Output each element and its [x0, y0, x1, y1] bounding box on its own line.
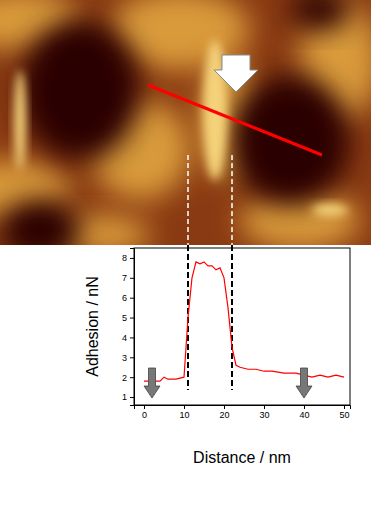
guide-line-image — [187, 155, 189, 245]
image-pore — [20, 20, 140, 160]
x-tick: 0 — [142, 405, 147, 420]
image-pore — [230, 75, 350, 205]
x-tick-label: 10 — [179, 410, 189, 420]
x-axis-title: Distance / nm — [193, 449, 291, 466]
x-tick: 40 — [299, 405, 309, 420]
image-highlight — [14, 70, 26, 170]
afm-image — [0, 0, 371, 245]
x-tick-mark — [344, 405, 345, 409]
y-tick: 3 — [122, 353, 134, 363]
plot-area — [144, 262, 344, 381]
y-tick: 8 — [122, 253, 134, 263]
adhesion-line — [144, 262, 344, 381]
y-axis-title: Adhesion / nN — [84, 276, 101, 377]
y-tick-label: 3 — [122, 353, 127, 363]
guide-line — [231, 245, 233, 390]
x-tick-label: 30 — [259, 410, 269, 420]
x-tick-mark — [144, 405, 145, 409]
guide-line-image — [231, 155, 233, 245]
x-tick-mark — [264, 405, 265, 409]
y-tick: 5 — [122, 313, 134, 323]
y-tick-label: 1 — [122, 392, 127, 402]
x-tick-mark — [304, 405, 305, 409]
x-axis-line — [135, 406, 351, 410]
plot-background — [134, 248, 350, 405]
y-tick-mark — [130, 278, 134, 279]
x-tick: 20 — [219, 405, 229, 420]
x-tick-label: 40 — [299, 410, 309, 420]
y-tick: 1 — [122, 392, 134, 402]
x-tick: 50 — [339, 405, 349, 420]
y-tick-mark — [130, 318, 134, 319]
marker-arrow — [296, 368, 312, 398]
image-highlight — [312, 204, 348, 216]
figure: 0 10 20 30 40 50 1 2 3 4 5 6 7 8 Distance / nm Adhesion… — [0, 0, 371, 507]
y-tick-mark — [130, 377, 134, 378]
x-tick-label: 0 — [142, 410, 147, 420]
x-axis: 0 10 20 30 40 50 — [135, 405, 351, 420]
profile-line — [148, 85, 322, 155]
y-tick-label: 2 — [122, 373, 127, 383]
x-tick-label: 50 — [339, 410, 349, 420]
y-tick-mark — [130, 337, 134, 338]
y-tick-label: 7 — [122, 273, 127, 283]
marker-arrow — [144, 368, 160, 398]
image-pore — [0, 200, 80, 245]
y-tick-mark — [130, 397, 134, 398]
x-tick: 10 — [179, 405, 189, 420]
y-tick-label: 8 — [122, 253, 127, 263]
y-tick: 2 — [122, 373, 134, 383]
y-tick-label: 5 — [122, 313, 127, 323]
y-tick: 7 — [122, 273, 134, 283]
y-tick: 4 — [122, 333, 134, 343]
x-tick: 30 — [259, 405, 269, 420]
y-tick-label: 6 — [122, 293, 127, 303]
y-axis: 1 2 3 4 5 6 7 8 — [122, 249, 135, 406]
y-tick-mark — [130, 357, 134, 358]
y-tick-mark — [130, 258, 134, 259]
y-tick-label: 4 — [122, 333, 127, 343]
x-tick-label: 20 — [219, 410, 229, 420]
image-pore — [290, 0, 350, 30]
y-axis-line — [130, 249, 135, 406]
y-tick: 6 — [122, 293, 134, 303]
y-tick-mark — [130, 298, 134, 299]
plot-frame — [134, 248, 350, 405]
image-arrow — [214, 55, 258, 92]
x-tick-mark — [224, 405, 225, 409]
x-tick-mark — [184, 405, 185, 409]
